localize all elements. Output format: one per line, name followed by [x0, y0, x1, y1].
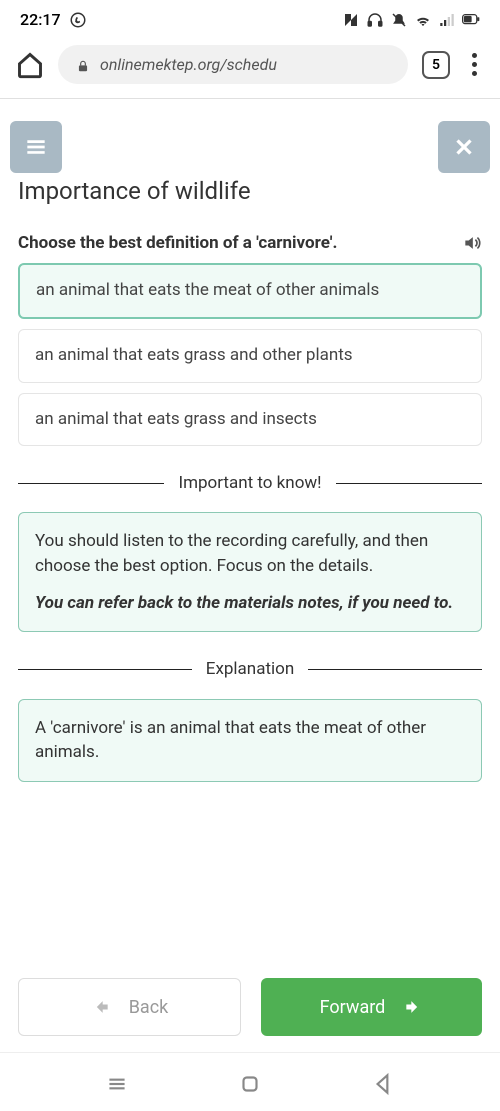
back-nav-icon[interactable] — [370, 1071, 396, 1097]
browser-bar: onlinemektep.org/schedu 5 — [0, 35, 500, 99]
close-button[interactable] — [438, 121, 490, 173]
back-button[interactable]: Back — [18, 978, 241, 1036]
speaker-icon[interactable] — [462, 233, 482, 253]
signal-icon — [438, 11, 456, 29]
page-title: Importance of wildlife — [18, 177, 482, 205]
system-nav-bar — [0, 1053, 500, 1111]
home-nav-icon[interactable] — [237, 1071, 263, 1097]
question-text: Choose the best definition of a 'carnivo… — [18, 233, 337, 253]
forward-button[interactable]: Forward — [261, 978, 482, 1036]
menu-button[interactable] — [10, 121, 62, 173]
home-icon[interactable] — [16, 51, 44, 79]
option-3[interactable]: an animal that eats grass and insects — [18, 393, 482, 447]
lock-icon — [76, 58, 90, 72]
url-text: onlinemektep.org/schedu — [100, 55, 277, 74]
explanation-divider: Explanation — [18, 658, 482, 680]
option-2[interactable]: an animal that eats grass and other plan… — [18, 329, 482, 383]
important-divider: Important to know! — [18, 472, 482, 494]
back-label: Back — [129, 997, 169, 1018]
nfc-icon — [342, 11, 360, 29]
status-bar: 22:17 — [0, 0, 500, 35]
status-time: 22:17 — [20, 10, 61, 29]
important-text-1: You should listen to the recording caref… — [35, 529, 465, 578]
whatsapp-icon — [69, 11, 87, 29]
tab-count[interactable]: 5 — [422, 51, 450, 79]
explanation-text: A 'carnivore' is an animal that eats the… — [35, 718, 426, 763]
content-area: Importance of wildlife Choose the best d… — [0, 173, 500, 958]
forward-label: Forward — [320, 997, 386, 1018]
footer-nav: Back Forward — [0, 958, 500, 1053]
important-label: Important to know! — [178, 472, 321, 494]
important-text-2: You can refer back to the materials note… — [35, 591, 465, 616]
important-box: You should listen to the recording caref… — [18, 512, 482, 632]
browser-menu-icon[interactable] — [464, 53, 484, 76]
bell-mute-icon — [390, 11, 408, 29]
headphones-icon — [366, 11, 384, 29]
option-1[interactable]: an animal that eats the meat of other an… — [18, 263, 482, 319]
wifi-icon — [414, 11, 432, 29]
recents-icon[interactable] — [104, 1071, 130, 1097]
explanation-label: Explanation — [206, 658, 294, 680]
app-header — [0, 99, 500, 173]
url-bar[interactable]: onlinemektep.org/schedu — [58, 45, 408, 84]
explanation-box: A 'carnivore' is an animal that eats the… — [18, 699, 482, 782]
battery-icon — [462, 11, 480, 29]
